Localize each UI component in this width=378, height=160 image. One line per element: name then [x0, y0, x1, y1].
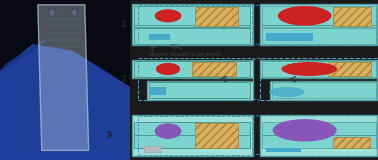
Bar [262, 61, 375, 77]
Bar [333, 7, 371, 26]
Bar [149, 82, 251, 98]
Bar [262, 28, 375, 44]
Bar [266, 33, 313, 41]
Bar [260, 58, 377, 100]
Bar [266, 148, 301, 152]
Text: 3: 3 [105, 131, 111, 140]
Ellipse shape [155, 123, 181, 139]
Bar [134, 122, 251, 148]
Bar [328, 62, 371, 76]
Ellipse shape [273, 119, 337, 142]
Ellipse shape [156, 63, 180, 75]
Ellipse shape [269, 87, 304, 97]
Bar [260, 4, 377, 45]
Bar [195, 7, 239, 26]
Bar [260, 60, 377, 78]
Text: 1: 1 [120, 20, 126, 29]
Bar [149, 34, 170, 40]
Ellipse shape [278, 6, 332, 26]
Bar [192, 62, 236, 76]
Bar [260, 4, 377, 45]
Polygon shape [0, 45, 130, 160]
Polygon shape [0, 40, 46, 72]
Bar [262, 122, 375, 148]
Bar [138, 5, 252, 44]
Bar [333, 137, 370, 148]
Bar [132, 60, 253, 78]
Bar [138, 116, 252, 155]
Bar [134, 61, 251, 77]
Bar [149, 87, 166, 95]
Bar [260, 115, 377, 156]
Polygon shape [38, 5, 89, 150]
Bar [262, 6, 375, 27]
Bar [271, 82, 375, 98]
Bar [132, 115, 253, 156]
Bar [147, 81, 253, 100]
Bar [134, 28, 251, 44]
Text: 2: 2 [120, 75, 126, 84]
Bar [138, 58, 253, 100]
Bar [144, 146, 161, 152]
Ellipse shape [155, 9, 181, 22]
Bar [270, 81, 377, 100]
Bar [195, 123, 239, 148]
Ellipse shape [281, 62, 337, 76]
Bar [260, 115, 377, 156]
Text: reagent droplets to be mixed: reagent droplets to be mixed [149, 52, 221, 57]
Circle shape [71, 9, 77, 16]
Bar [134, 6, 251, 27]
Bar [132, 4, 253, 45]
Circle shape [49, 9, 55, 16]
